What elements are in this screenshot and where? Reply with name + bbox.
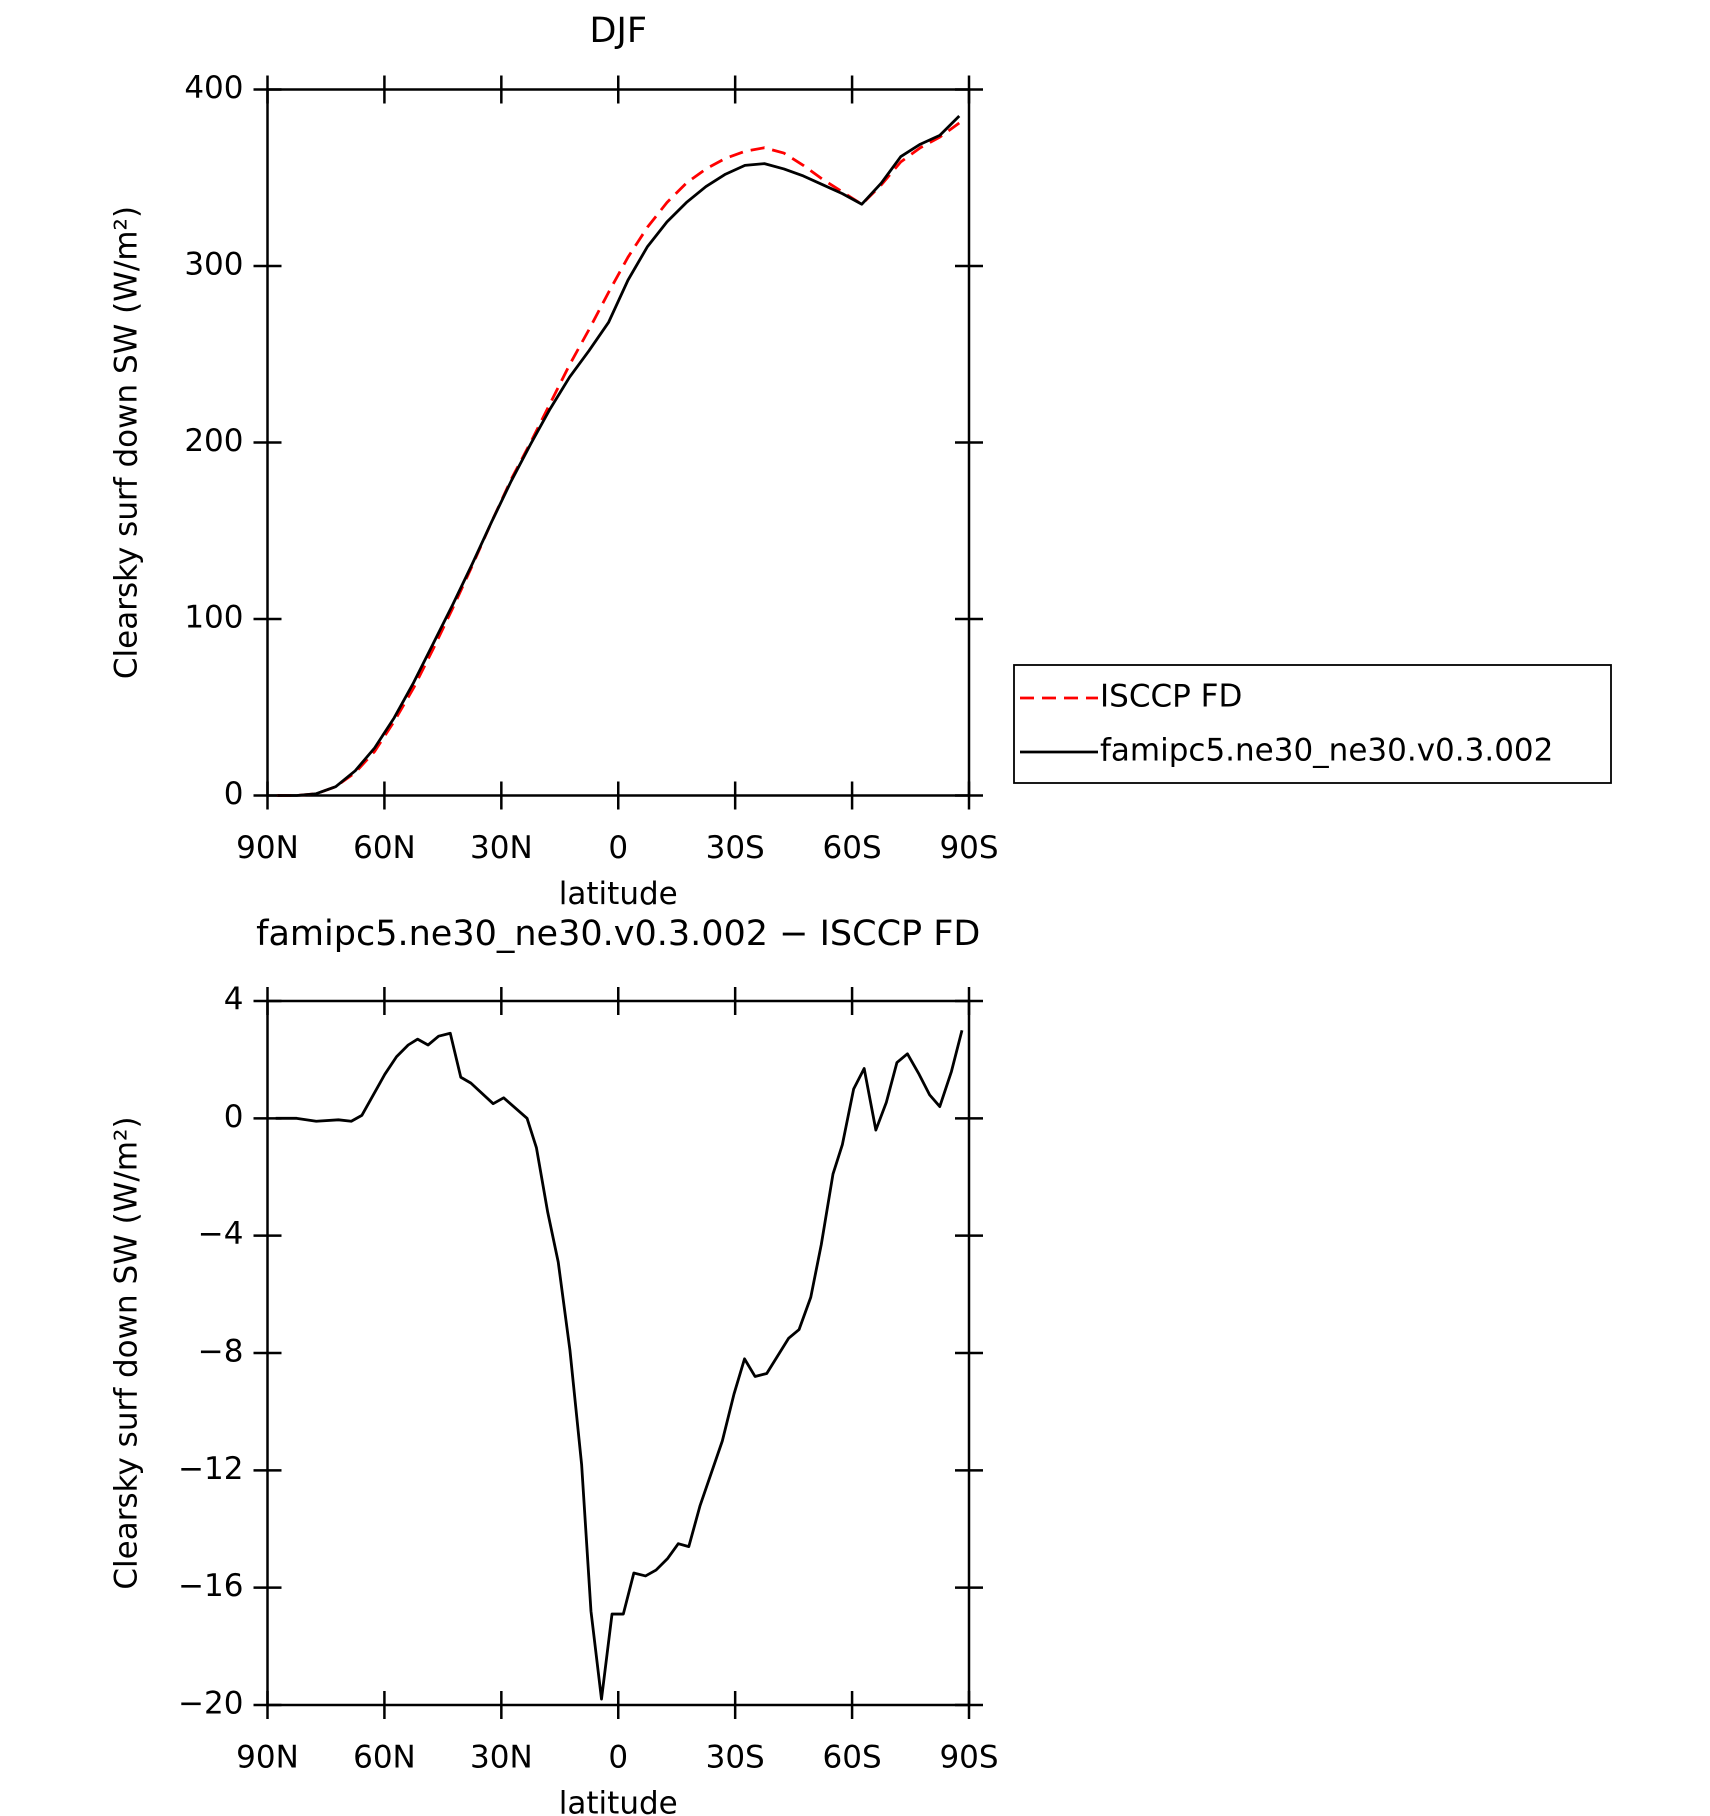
data-line: [277, 121, 961, 797]
y-tick-label: −20: [178, 1686, 243, 1722]
x-tick-label: 30N: [470, 1740, 533, 1776]
data-line: [277, 114, 961, 797]
y-tick-label: −12: [178, 1451, 243, 1487]
y-axis-label: Clearsky surf down SW (W/m²): [109, 206, 145, 679]
y-tick-label: −4: [198, 1216, 244, 1252]
x-tick-label: 0: [608, 1740, 628, 1776]
chart-title: famipc5.ne30_ne30.v0.3.002 − ISCCP FD: [256, 914, 980, 954]
chart-title: DJF: [590, 11, 647, 51]
legend-box: [1013, 664, 1612, 784]
y-tick-label: 200: [184, 423, 243, 459]
y-tick-label: 100: [184, 600, 243, 636]
y-tick-label: 0: [224, 776, 244, 812]
y-axis-label: Clearsky surf down SW (W/m²): [109, 1116, 145, 1589]
y-tick-label: −8: [198, 1334, 244, 1370]
x-tick-label: 60S: [823, 1740, 882, 1776]
y-tick-label: 400: [184, 70, 243, 106]
y-tick-label: 4: [224, 982, 244, 1018]
legend-label: ISCCP FD: [1100, 679, 1242, 715]
x-tick-label: 90N: [236, 1740, 299, 1776]
x-tick-label: 60N: [353, 830, 416, 866]
x-tick-label: 90N: [236, 830, 299, 866]
x-tick-label: 30N: [470, 830, 533, 866]
y-tick-label: 300: [184, 247, 243, 283]
x-tick-label: 90S: [939, 830, 998, 866]
x-tick-label: 90S: [939, 1740, 998, 1776]
x-tick-label: 60S: [823, 830, 882, 866]
x-tick-label: 60N: [353, 1740, 416, 1776]
data-line: [275, 1029, 964, 1701]
x-axis-label: latitude: [559, 876, 678, 912]
y-tick-label: 0: [224, 1099, 244, 1135]
x-axis-label: latitude: [559, 1786, 678, 1816]
x-tick-label: 0: [608, 830, 628, 866]
plot-frame: [266, 999, 971, 1707]
y-tick-label: −16: [178, 1568, 243, 1604]
x-tick-label: 30S: [706, 830, 765, 866]
plot-frame: [266, 88, 971, 797]
legend-label: famipc5.ne30_ne30.v0.3.002: [1100, 733, 1553, 769]
x-tick-label: 30S: [706, 1740, 765, 1776]
